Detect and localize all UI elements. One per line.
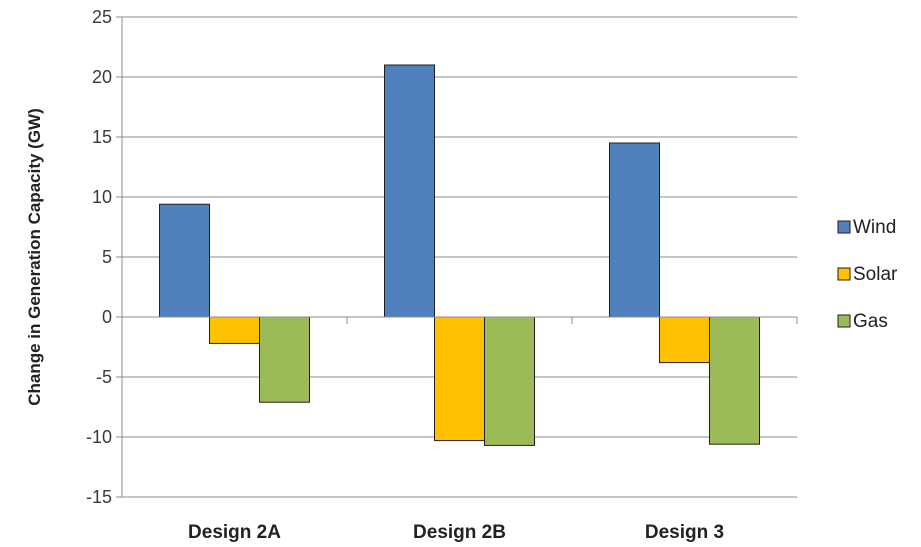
axis-layer [116,16,798,498]
bar-wind-1 [159,203,210,318]
y-tick-label: 10 [92,187,112,207]
y-axis-title: Change in Generation Capacity (GW) [25,108,44,406]
bar-gas-2 [484,316,535,446]
bar-wind-3 [609,142,660,318]
labels-layer: 25 20 15 10 5 0 -5 -10 -15 Design 2A Design 2B Desi… [86,7,724,543]
y-tick-label: 5 [102,247,112,267]
legend-label-gas: Gas [853,311,888,332]
bars-layer [159,64,760,446]
y-tick-label: -5 [96,367,112,387]
legend-swatch-solar [837,267,851,281]
bar-solar-3 [659,316,710,364]
bar-solar-1 [209,316,260,344]
x-category-label: Design 2A [188,522,281,543]
y-tick-label: -15 [86,487,112,507]
y-tick-label: 20 [92,67,112,87]
y-tick-label: 25 [92,7,112,27]
x-category-label: Design 3 [645,522,724,543]
legend-swatch-gas [837,314,851,328]
y-tick-label: 0 [102,307,112,327]
bar-gas-1 [259,316,310,403]
bar-wind-2 [384,64,435,318]
legend-label-solar: Solar [853,264,898,285]
y-tick-label: 15 [92,127,112,147]
x-category-label: Design 2B [413,522,506,543]
legend: Wind Solar Gas [837,217,898,332]
bar-solar-2 [434,316,485,442]
legend-label-wind: Wind [853,217,896,238]
y-tick-label: -10 [86,427,112,447]
legend-swatch-wind [837,220,851,234]
bar-gas-3 [709,316,760,445]
